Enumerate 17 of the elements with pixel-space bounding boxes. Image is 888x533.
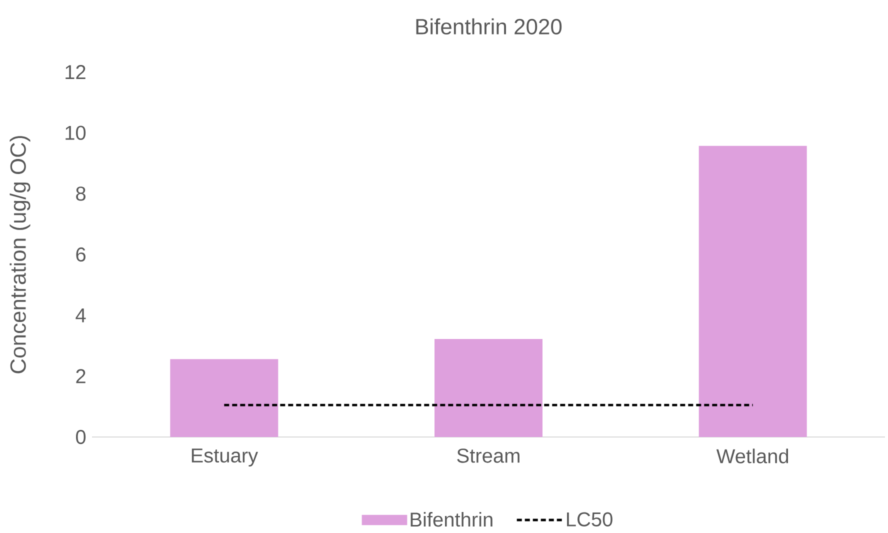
- y-tick-label: 0: [76, 430, 86, 444]
- legend-label: LC50: [567, 512, 612, 526]
- y-tick-label: 10: [66, 126, 86, 140]
- y-tick-label: 2: [76, 369, 86, 384]
- y-tick-label: 8: [76, 186, 86, 201]
- y-tick-label: 4: [76, 308, 86, 322]
- y-axis-title: Concentration (ug/g OC): [10, 136, 30, 374]
- x-tick-label: Wetland: [716, 448, 788, 464]
- bar: [434, 339, 543, 437]
- bar: [698, 146, 807, 437]
- chart-title: Bifenthrin 2020: [416, 18, 562, 34]
- y-tick-label: 6: [76, 247, 86, 262]
- y-tick-label: 12: [66, 65, 86, 79]
- bar: [170, 359, 278, 437]
- x-tick-label: Stream: [457, 448, 520, 463]
- x-tick-label: Estuary: [192, 448, 258, 467]
- legend-label: Bifenthrin: [410, 512, 492, 527]
